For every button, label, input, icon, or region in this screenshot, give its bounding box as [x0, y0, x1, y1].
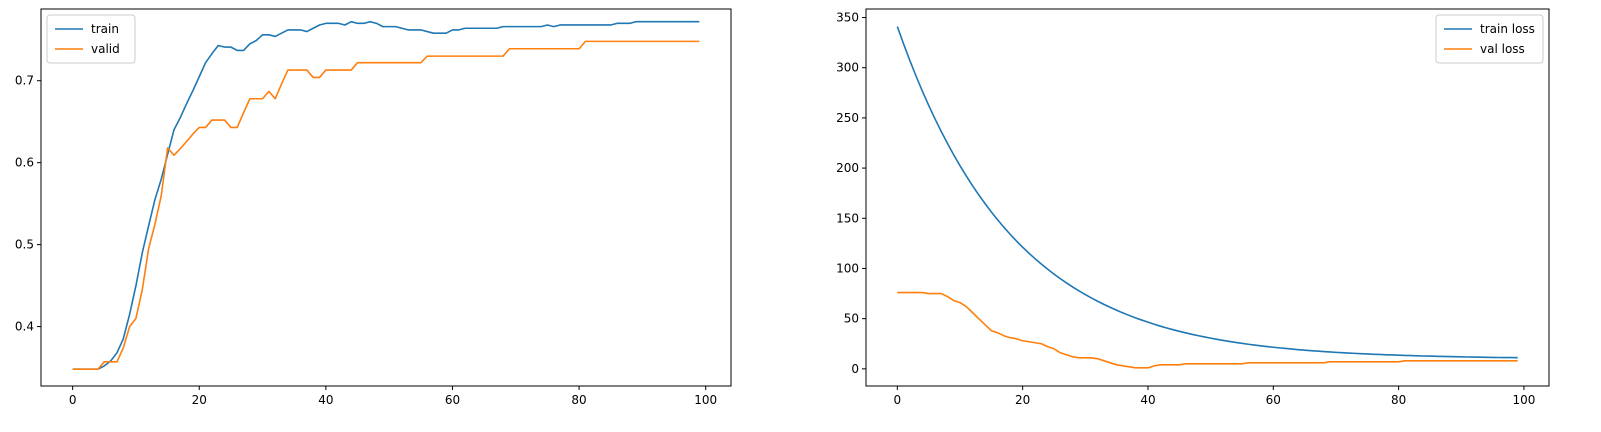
- legend-label: train: [91, 22, 119, 36]
- series-line-train: [72, 20, 700, 371]
- y-tick-label: 50: [844, 312, 859, 326]
- y-tick-label: 250: [836, 111, 859, 125]
- legend-box: [46, 14, 136, 64]
- legend-label: train loss: [1480, 22, 1535, 36]
- x-tick-label: 80: [1391, 393, 1406, 407]
- y-tick-label: 0.5: [15, 238, 34, 252]
- y-tick-label: 0.7: [15, 74, 34, 88]
- loss-chart: 0 20 40 60 80 100 0 50 100 150 200 250 300 350 train l…: [836, 8, 1550, 407]
- legend: train valid: [46, 14, 136, 64]
- x-tick-label: 100: [1512, 393, 1535, 407]
- legend-box: [1435, 14, 1544, 64]
- y-tick-label: 300: [836, 61, 859, 75]
- x-tick-label: 0: [894, 393, 902, 407]
- series-line-train-loss: [896, 26, 1518, 359]
- x-tick-label: 60: [1266, 393, 1281, 407]
- x-tick-label: 20: [192, 393, 207, 407]
- legend: train loss val loss: [1435, 14, 1544, 64]
- y-tick-label: 200: [836, 161, 859, 175]
- y-tick-label: 0.6: [15, 156, 34, 170]
- y-tick-label: 0.4: [15, 320, 34, 334]
- x-tick-label: 0: [69, 393, 77, 407]
- axes-frame: [40, 8, 732, 387]
- x-tick-label: 100: [694, 393, 717, 407]
- y-tick-label: 100: [836, 261, 859, 275]
- accuracy-chart: 0 20 40 60 80 100 0.4 0.5 0.6 0.7 train valid: [15, 8, 732, 407]
- legend-label: valid: [91, 42, 120, 56]
- y-tick-label: 150: [836, 211, 859, 225]
- x-tick-label: 20: [1015, 393, 1030, 407]
- x-tick-label: 40: [318, 393, 333, 407]
- x-tick-label: 60: [445, 393, 460, 407]
- x-tick-label: 80: [571, 393, 586, 407]
- y-tick-label: 350: [836, 11, 859, 25]
- series-line-val-loss: [897, 291, 1518, 369]
- y-tick-label: 0: [851, 362, 859, 376]
- x-tick-label: 40: [1140, 393, 1155, 407]
- axes-frame: [865, 8, 1550, 387]
- series-line-valid: [72, 40, 700, 371]
- legend-label: val loss: [1480, 42, 1525, 56]
